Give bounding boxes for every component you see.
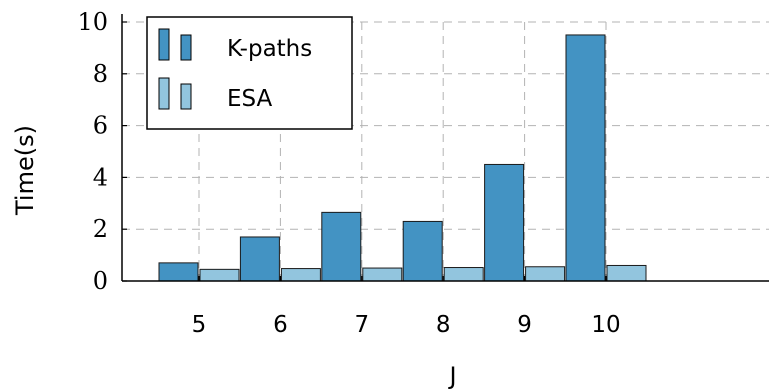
- y-tick-label: 10: [77, 8, 108, 36]
- x-tick-label: 9: [517, 312, 532, 338]
- legend-item-esa: ESA: [158, 77, 273, 112]
- bar-esa-9: [525, 266, 566, 282]
- legend-swatch-k-paths-2: [180, 34, 192, 61]
- legend-label-k-paths: K-paths: [227, 36, 312, 62]
- legend-swatch-k-paths-1: [158, 28, 170, 61]
- legend-label-esa: ESA: [227, 86, 273, 112]
- bar-esa-6: [280, 268, 321, 282]
- y-tick-label: 2: [93, 215, 108, 243]
- bar-k-paths-7: [321, 211, 362, 282]
- x-tick-label: 8: [436, 312, 451, 338]
- bar-k-paths-10: [565, 34, 606, 282]
- y-tick-label: 6: [93, 112, 108, 140]
- legend-frame: [146, 16, 353, 130]
- legend-swatch-esa-2: [180, 83, 192, 110]
- bar-k-paths-8: [402, 220, 443, 282]
- x-tick-label: 5: [192, 312, 207, 338]
- y-tick-label: 8: [93, 60, 108, 88]
- y-tick-label: 4: [93, 163, 108, 191]
- y-axis-label: Time(s): [11, 125, 39, 216]
- legend-item-k-paths: K-paths: [158, 28, 312, 62]
- bars: [158, 34, 647, 282]
- bar-esa-8: [443, 267, 484, 282]
- bar-k-paths-9: [484, 163, 525, 282]
- x-tick-label: 6: [273, 312, 288, 338]
- bar-esa-5: [199, 268, 240, 282]
- bar-esa-7: [362, 267, 403, 282]
- y-tick-label: 0: [93, 267, 108, 295]
- bar-k-paths-5: [158, 262, 199, 282]
- legend: K-paths ESA: [146, 16, 353, 130]
- axes: [121, 14, 769, 282]
- tick-labels: 0 2 4 6 8 10 5 6 7 8 9 10: [77, 8, 620, 338]
- bar-esa-10: [606, 264, 647, 282]
- x-tick-label: 10: [591, 312, 620, 338]
- bar-k-paths-6: [239, 236, 280, 282]
- x-axis-label: J: [447, 362, 456, 390]
- legend-swatch-esa-1: [158, 77, 170, 110]
- x-tick-label: 7: [354, 312, 369, 338]
